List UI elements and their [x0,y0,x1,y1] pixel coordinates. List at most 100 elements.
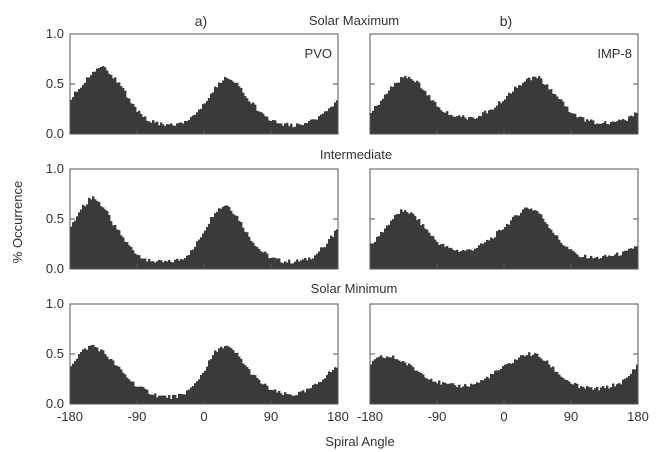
panel-b-row-0-bar [458,115,461,134]
panel-b-row-0-bar [486,113,489,134]
panel-a-row-0-bar [220,83,223,134]
panel-a-row-2-bar [226,345,229,404]
panel-b-row-2-bar [540,358,543,404]
panel-b-row-0-bar [494,107,497,134]
panel-a-row-2-bar [298,391,301,404]
panel-a-row-2-bar [194,383,197,404]
panel-a-row-2-bar [100,349,103,404]
panel-b-row-1-bar [506,223,509,269]
panel-a-row-0-bar [196,112,199,134]
panel-b-row-0-bar [584,121,587,134]
panel-b-row-1-bar [612,255,615,269]
panel-a-row-1-bar [210,217,213,269]
panel-b-row-2-bar [572,384,575,404]
panel-b-row-0-bar [418,82,421,134]
panel-a-row-0-bar [292,127,295,134]
panel-a-row-0-bar [92,71,95,134]
panel-b-row-2-bar [516,359,519,404]
panel-a-row-0-bar [120,86,123,134]
panel-b-row-2-bar [406,365,409,404]
panel-a-row-0-bar [124,90,127,134]
panel-b-row-2-bar [568,381,571,404]
panel-a-row-2-bar [124,374,127,404]
panel-a-row-2-bar [202,372,205,404]
panel-b-row-2-bar [562,378,565,404]
panel-b-row-1-bar [454,250,457,269]
panel-b-row-0-bar [572,113,575,134]
panel-a-row-1-bar [286,262,289,269]
panel-a-row-0-bar [70,99,73,134]
panel-a-row-2-bar [132,381,135,404]
panel-b-row-1-bar [490,237,493,269]
panel-b-row-0-bar [450,114,453,134]
panel-a-row-0-bar [262,113,265,134]
panel-a-row-1-bar [296,259,299,269]
panel-b-row-2-bar [416,370,419,404]
panel-a-row-1-bar [244,231,247,269]
panel-a-row-1-bar [162,262,165,269]
panel-b-row-2-bar [602,386,605,404]
panel-b-row-2-bar [526,355,529,404]
panel-a-row-1-bar [88,197,91,269]
panel-b-row-2-xtick-label: 180 [627,409,649,424]
panel-a-row-0-bar [302,125,305,134]
panel-b-row-2-bar [620,384,623,404]
panel-b-row-0-bar [380,100,383,134]
panel-b-row-1-bar [614,254,617,269]
panel-a-row-2-bar [316,384,319,404]
panel-a-row-1-bar [288,259,291,269]
panel-b-row-2-bar [558,374,561,404]
panel-b-row-0-bar [432,100,435,134]
panel-a-row-1-bar [274,257,277,269]
panel-b-row-0-bar [526,78,529,134]
panel-b-row-0-bar [600,123,603,134]
panel-b-row-2-bar [548,364,551,404]
panel-a-row-1-bar [188,254,191,269]
panel-b-row-1-bar [502,229,505,269]
panel-b-row-1-bar [410,212,413,269]
panel-a-row-0-bar [80,87,83,134]
panel-a-row-1-bar [158,259,161,269]
panel-a-row-1-bar [314,255,317,269]
panel-a-row-2-bar [206,366,209,404]
panel-a-row-0-bar [164,126,167,134]
panel-a-row-2-bar [250,374,253,404]
panel-a-row-0-bar [306,123,309,134]
panel-a-row-2-xtick-label: -180 [57,409,83,424]
panel-a-row-0-bar [200,108,203,134]
panel-b-row-0-bar [438,107,441,134]
panel-b-row-0-bar [412,80,415,134]
panel-a-row-0-bar [194,114,197,134]
panel-a-row-1-bar [140,258,143,269]
panel-b-row-1-bar [524,207,527,269]
panel-a-row-1-bar [208,223,211,269]
panel-b-row-1-bar [630,248,633,269]
panel-a-row-2-bar [292,396,295,404]
panel-b-row-1-bar [466,249,469,269]
panel-b-row-2-bar [370,364,373,404]
panel-b-row-0-bar [500,103,503,134]
panel-b-row-2-bar [614,386,617,404]
panel-a-row-0-bar [72,97,75,134]
panel-a-row-1-bar [84,206,87,269]
panel-b-row-1-bar [540,214,543,269]
panel-a-row-0-bar [282,125,285,134]
panel-b-row-1-bar [578,256,581,269]
panel-a-row-0-bar [218,82,221,134]
panel-a-row-0-bar [272,120,275,134]
panel-a-row-0-bar [228,79,231,134]
panel-b-row-1-bar [432,236,435,269]
panel-a-row-2-bar [326,374,329,404]
panel-a-row-0-bar [270,121,273,134]
panel-a-row-1-bar [248,236,251,269]
panel-a-row-2-bar [268,389,271,404]
panel-a-row-2-bar [178,393,181,404]
panel-a-row-0-bar [216,87,219,134]
panel-b-row-2-bar [592,389,595,404]
panel-b-row-2-bar [388,357,391,404]
panel-b-row-1-bar [634,246,637,269]
panel-b-row-0-bar [612,121,615,134]
panel-b-row-0-bar [632,116,635,134]
panel-a-row-0-bar [128,98,131,134]
